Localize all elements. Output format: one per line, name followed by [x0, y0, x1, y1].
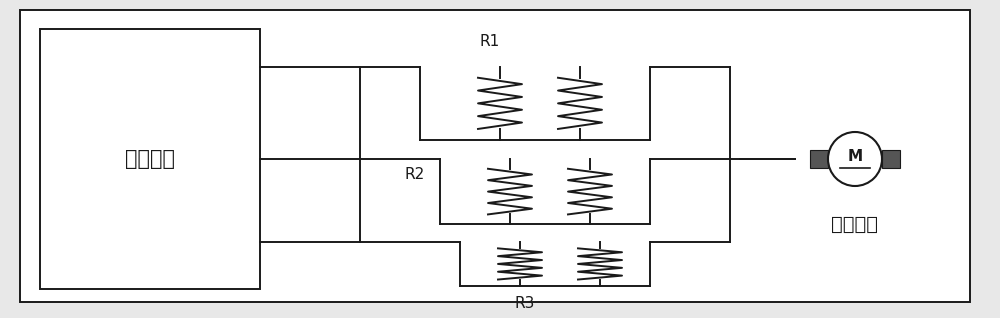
Text: 驱动芯片: 驱动芯片 — [125, 149, 175, 169]
Text: R1: R1 — [480, 34, 500, 49]
Text: M: M — [847, 149, 863, 164]
Bar — [810, 149, 828, 169]
Ellipse shape — [828, 132, 882, 186]
Text: R2: R2 — [405, 167, 425, 183]
Bar — [40, 29, 260, 289]
Text: 车窗电机: 车窗电机 — [832, 215, 879, 234]
Text: R3: R3 — [515, 296, 535, 311]
Bar — [882, 149, 900, 169]
